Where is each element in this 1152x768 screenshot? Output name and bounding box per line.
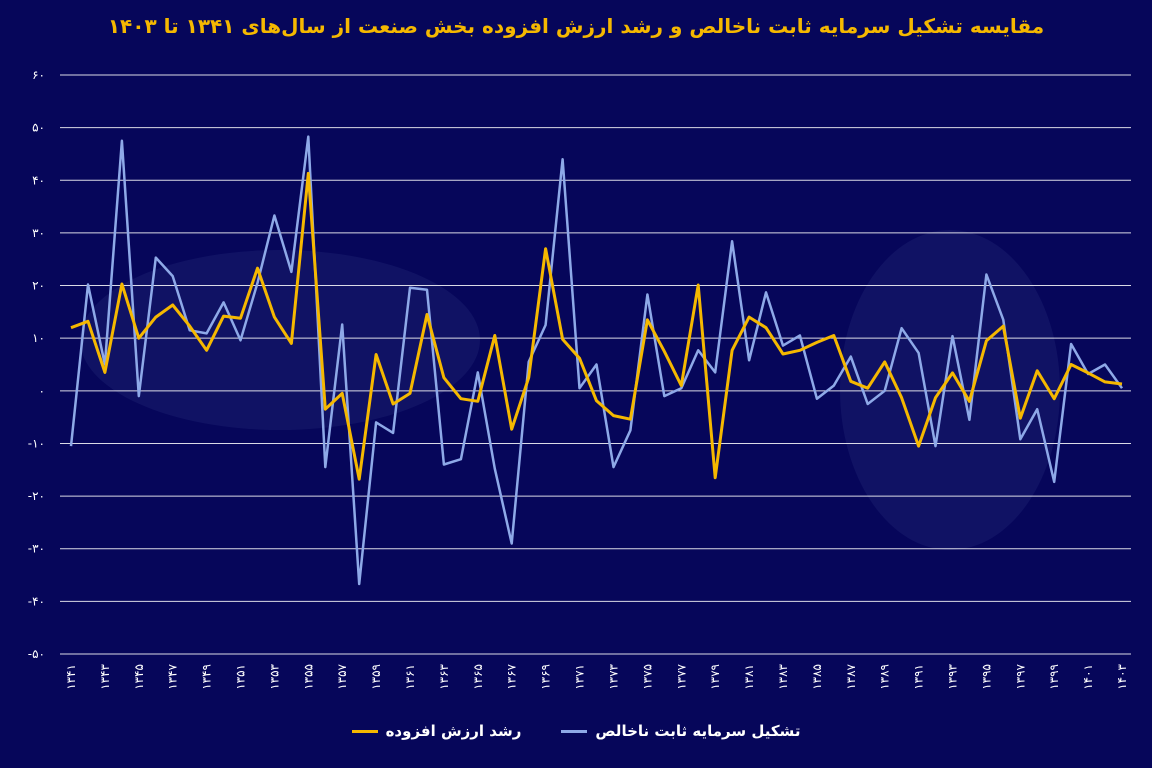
x-tick-label: ۱۳۹۷ <box>1013 663 1027 689</box>
x-tick-label: ۱۳۵۱ <box>234 664 248 690</box>
x-tick-label: ۱۳۴۷ <box>166 663 180 689</box>
x-tick-label: ۱۳۴۳ <box>98 663 112 689</box>
legend-item-value-added[interactable]: رشد ارزش افزوده <box>351 722 522 740</box>
y-tick-label: -۴۰ <box>28 594 45 608</box>
y-tick-label: ۵۰ <box>32 121 45 135</box>
x-tick-label: ۱۳۶۳ <box>437 663 451 689</box>
grid-lines <box>60 74 1131 655</box>
series-line-value-added <box>70 171 1123 481</box>
x-tick-label: ۱۳۶۵ <box>471 664 485 690</box>
legend: تشکیل سرمایه ثابت ناخالص رشد ارزش افزوده <box>0 722 1152 740</box>
x-tick-label: ۱۳۵۳ <box>267 663 281 689</box>
y-tick-label: ۲۰ <box>32 279 45 293</box>
x-tick-label: ۱۳۹۹ <box>1047 664 1061 690</box>
x-tick-label: ۱۳۷۹ <box>708 664 722 690</box>
x-axis: ۱۳۴۱ ۱۳۴۳ ۱۳۴۵ ۱۳۴۷ ۱۳۴۹ ۱۳۵۱ ۱۳۵۳ ۱۳۵۵ ۱۳۵۷ ۱۳۵۹… <box>64 663 1129 689</box>
legend-swatch-value-added <box>351 729 378 733</box>
x-tick-label: ۱۳۷۵ <box>640 664 654 690</box>
x-tick-label: ۱۳۴۵ <box>132 664 146 690</box>
y-tick-label: ۱۰ <box>32 331 45 345</box>
x-tick-label: ۱۳۶۷ <box>505 663 519 689</box>
y-tick-label: ۳۰ <box>32 226 45 240</box>
legend-label-gfcf: تشکیل سرمایه ثابت ناخالص <box>595 722 801 740</box>
legend-swatch-gfcf <box>561 729 588 733</box>
x-tick-label: ۱۳۶۹ <box>539 664 553 690</box>
y-tick-label: -۳۰ <box>28 542 45 556</box>
x-tick-label: ۱۳۸۳ <box>776 663 790 689</box>
x-tick-label: ۱۳۸۵ <box>810 664 824 690</box>
y-tick-label: ۴۰ <box>32 173 45 187</box>
x-tick-label: ۱۳۷۳ <box>606 663 620 689</box>
x-tick-label: ۱۳۷۷ <box>674 663 688 689</box>
y-tick-label: ۶۰ <box>32 68 45 82</box>
x-tick-label: ۱۳۹۳ <box>945 663 959 689</box>
x-tick-label: ۱۳۶۱ <box>403 664 417 690</box>
watermark-logo <box>80 230 1060 550</box>
y-tick-label: -۵۰ <box>28 647 45 661</box>
chart-title: مقایسه تشکیل سرمایه ثابت ناخالص و رشد ار… <box>107 14 1045 38</box>
x-tick-label: ۱۳۵۷ <box>335 663 349 689</box>
legend-label-value-added: رشد ارزش افزوده <box>385 722 522 740</box>
x-tick-label: ۱۳۴۹ <box>200 664 214 690</box>
x-tick-label: ۱۳۸۱ <box>742 664 756 690</box>
series-lines <box>69 135 1124 586</box>
y-axis: ۶۰ ۵۰ ۴۰ ۳۰ ۲۰ ۱۰ ۰ -۱۰ -۲۰ -۳۰ -۴۰ -۵۰ <box>28 68 45 661</box>
x-tick-label: ۱۴۰۳ <box>1115 663 1129 689</box>
x-tick-label: ۱۳۸۹ <box>878 664 892 690</box>
x-tick-label: ۱۳۹۱ <box>912 664 926 690</box>
series-line-gfcf <box>69 135 1124 586</box>
x-tick-label: ۱۳۸۷ <box>844 663 858 689</box>
x-tick-label: ۱۴۰۱ <box>1081 664 1095 690</box>
x-tick-label: ۱۳۵۹ <box>369 664 383 690</box>
y-tick-label: -۱۰ <box>28 436 45 450</box>
x-tick-label: ۱۳۹۵ <box>979 664 993 690</box>
x-tick-label: ۱۳۵۵ <box>301 664 315 690</box>
y-tick-label: -۲۰ <box>28 489 45 503</box>
x-tick-label: ۱۳۷۱ <box>573 664 587 690</box>
legend-item-gfcf[interactable]: تشکیل سرمایه ثابت ناخالص <box>561 722 800 740</box>
y-tick-label: ۰ <box>39 384 45 398</box>
x-tick-label: ۱۳۴۱ <box>64 664 78 690</box>
